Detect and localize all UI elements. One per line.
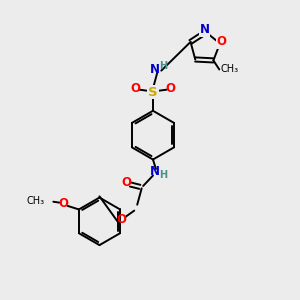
- Text: H: H: [159, 170, 167, 180]
- Text: N: N: [200, 23, 210, 36]
- Text: N: N: [150, 166, 160, 178]
- Text: CH₃: CH₃: [26, 196, 44, 206]
- Text: N: N: [150, 63, 160, 76]
- Text: O: O: [130, 82, 140, 95]
- Text: O: O: [217, 35, 227, 49]
- Text: O: O: [116, 213, 127, 226]
- Text: O: O: [121, 176, 131, 190]
- Text: CH₃: CH₃: [221, 64, 239, 74]
- Text: O: O: [166, 82, 176, 95]
- Text: H: H: [159, 61, 167, 71]
- Text: S: S: [148, 85, 158, 98]
- Text: O: O: [58, 197, 68, 210]
